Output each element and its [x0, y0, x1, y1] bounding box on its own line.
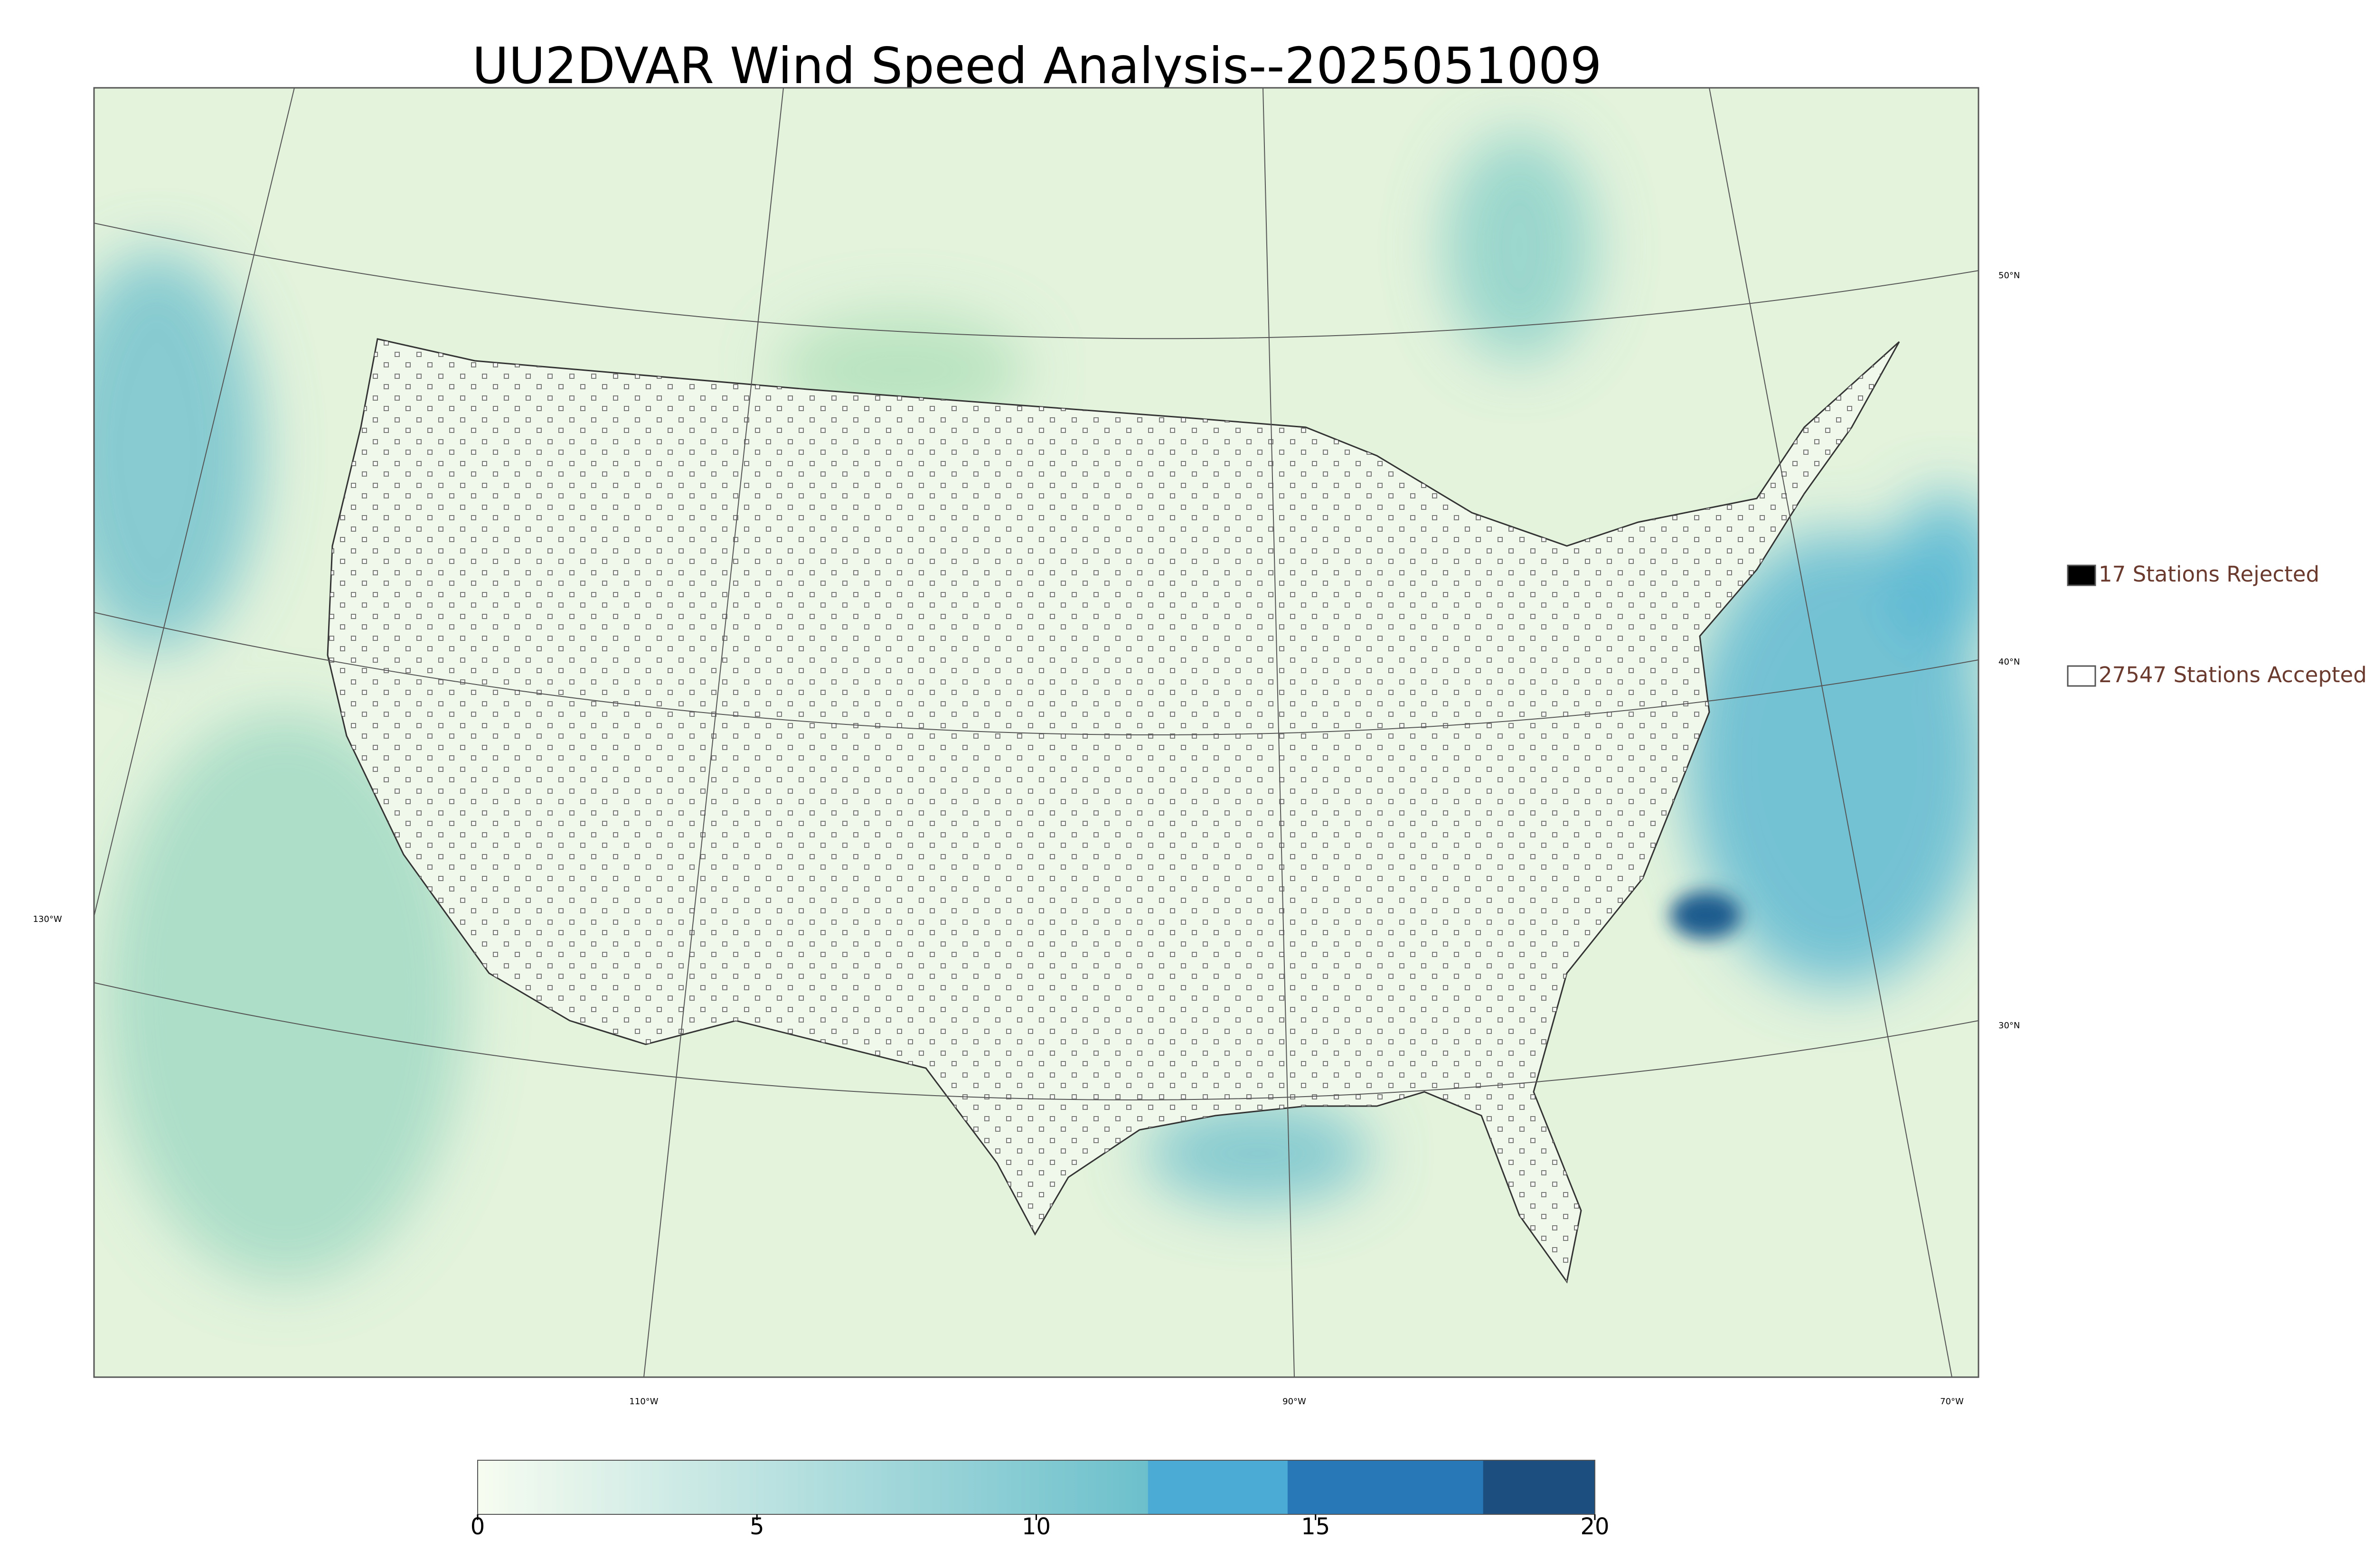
- lon-label: 110°W: [629, 1397, 658, 1407]
- graticule: [94, 88, 1978, 1377]
- lon-label: 130°W: [33, 914, 62, 924]
- colorbar-tick-label: 20: [1580, 1513, 1609, 1540]
- colorbar-segment: [1483, 1460, 1595, 1514]
- colorbar-tick-label: 15: [1301, 1513, 1330, 1540]
- lat-label: 30°N: [1998, 1021, 2020, 1031]
- colorbar-tick-label: 0: [471, 1513, 485, 1540]
- stations: [328, 339, 1899, 1282]
- lat-label: 40°N: [1998, 657, 2020, 667]
- title: UU2DVAR Wind Speed Analysis--2025051009: [472, 37, 1602, 95]
- legend-label: 27547 Stations Accepted: [2099, 662, 2367, 687]
- lat-label: 50°N: [1998, 271, 2020, 281]
- wind-maximum: [1670, 892, 1741, 939]
- legend-marker: [2067, 564, 2096, 586]
- colorbar-segment: [1287, 1460, 1484, 1514]
- map-frame: [93, 87, 1979, 1378]
- legend-label: 17 Stations Rejected: [2099, 562, 2319, 587]
- lon-label: 90°W: [1282, 1397, 1306, 1407]
- colorbar-segment: [1148, 1460, 1288, 1514]
- map: [94, 88, 1978, 1377]
- legend-marker: [2067, 665, 2096, 687]
- lon-label: 70°W: [1940, 1397, 1964, 1407]
- colorbar-tick-label: 5: [750, 1513, 764, 1540]
- colorbar-tick-label: 10: [1022, 1513, 1051, 1540]
- colorbar-segment: [478, 1460, 1149, 1514]
